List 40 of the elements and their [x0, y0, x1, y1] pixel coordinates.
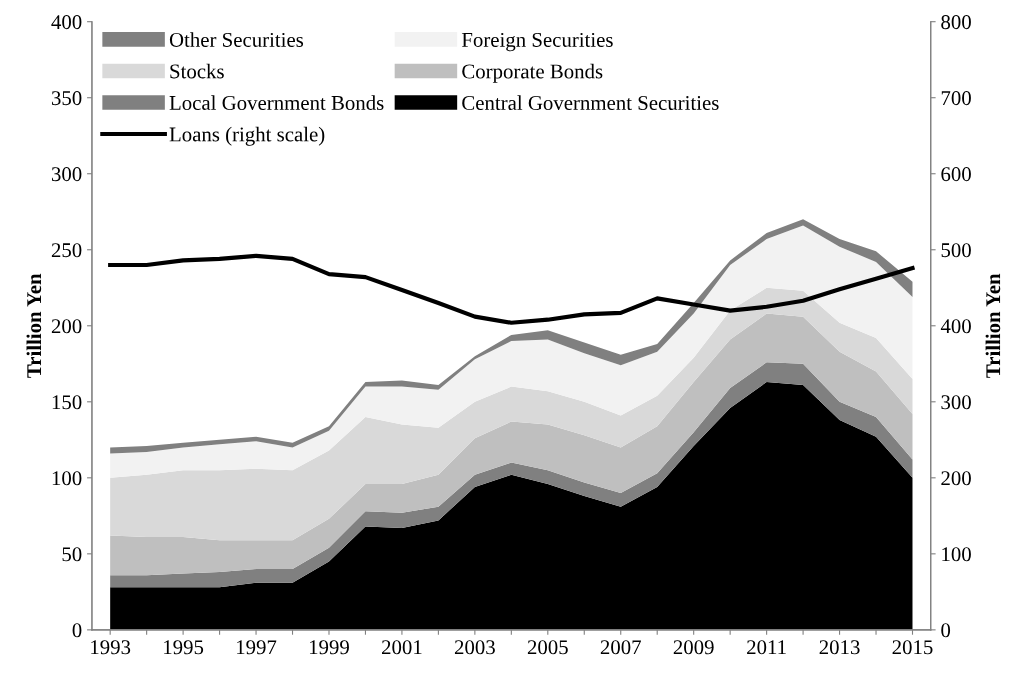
- x-tick-label: 2003: [454, 640, 495, 655]
- y-tick-label: 350: [51, 91, 82, 106]
- y2-tick-label: 300: [941, 395, 971, 410]
- y-tick-label: 100: [52, 471, 82, 486]
- y2-tick-label: 400: [940, 319, 971, 334]
- x-tick-label: 2007: [600, 640, 641, 655]
- x-tick-label: 1999: [309, 640, 349, 655]
- y2-tick-label: 200: [941, 471, 971, 486]
- x-tick-label: 1995: [164, 640, 204, 655]
- legend-label: Corporate Bonds: [462, 63, 603, 83]
- y2-axis-title: Trillion Yen: [985, 273, 1001, 378]
- x-tick-label: 1997: [237, 640, 277, 655]
- x-tick-label: 2015: [892, 640, 933, 655]
- y2-tick-label: 100: [942, 547, 971, 562]
- y2-tick-label: 800: [941, 15, 971, 30]
- y-tick-label: 300: [51, 167, 82, 182]
- legend-label: Foreign Securities: [461, 32, 613, 52]
- y2-tick-label: 0: [941, 623, 951, 638]
- y-tick-label: 150: [52, 395, 82, 410]
- legend-label: Stocks: [170, 63, 224, 79]
- x-tick-label: 2005: [527, 640, 568, 655]
- y-axis-title: Trillion Yen: [26, 273, 42, 378]
- y-tick-label: 200: [51, 319, 82, 334]
- legend-label: Other Securities: [169, 32, 304, 47]
- x-tick-label: 2001: [382, 640, 422, 655]
- y2-tick-label: 700: [941, 91, 971, 106]
- y-tick-label: 250: [51, 243, 82, 258]
- y-tick-label: 0: [72, 623, 82, 638]
- x-tick-label: 2011: [747, 640, 786, 655]
- legend-label: Loans (right scale): [169, 126, 325, 146]
- x-tick-label: 2009: [673, 640, 714, 655]
- y2-tick-label: 500: [941, 243, 971, 258]
- y2-tick-label: 600: [941, 167, 971, 182]
- x-tick-label: 2013: [819, 640, 860, 655]
- y-tick-label: 50: [62, 547, 82, 562]
- y-tick-label: 400: [51, 15, 82, 30]
- legend-label: Local Government Bonds: [169, 95, 384, 110]
- legend-label: Central Government Securities: [462, 95, 719, 110]
- x-tick-label: 1993: [91, 640, 131, 655]
- line-series: [108, 253, 915, 325]
